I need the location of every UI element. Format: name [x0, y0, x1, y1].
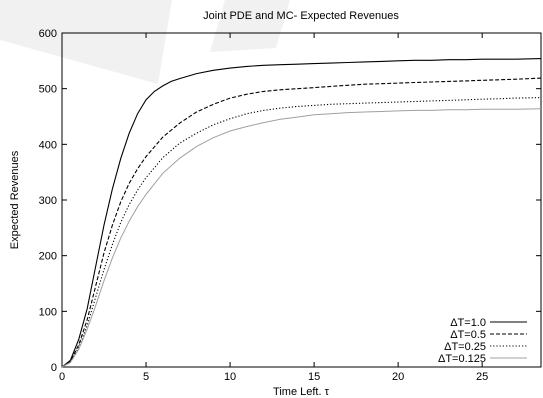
x-tick-label: 0: [59, 371, 65, 383]
x-axis-label: Time Left. τ: [273, 386, 330, 398]
x-tick-label: 5: [143, 371, 149, 383]
series-line-3: [61, 97, 542, 368]
series-lines: [61, 58, 542, 368]
y-tick-label: 100: [39, 306, 57, 318]
legend-label: ΔT=1.0: [450, 317, 486, 329]
y-tick-label: 0: [51, 362, 57, 374]
chart-title: Joint PDE and MC- Expected Revenues: [203, 10, 399, 22]
y-tick-label: 600: [39, 28, 57, 40]
series-line-4: [61, 108, 542, 368]
x-tick-label: 25: [476, 371, 488, 383]
y-axis-label: Expected Revenues: [9, 150, 21, 249]
series-line-2: [61, 77, 542, 368]
x-tick-label: 10: [224, 371, 236, 383]
x-tick-label: 15: [308, 371, 320, 383]
legend-label: ΔT=0.125: [438, 353, 486, 365]
y-tick-label: 400: [39, 139, 57, 151]
y-axis: 0 100 200 300 400 500 600: [39, 28, 541, 374]
x-axis: 0 5 10 15 20 25: [59, 33, 488, 383]
series-line-1: [61, 58, 542, 368]
y-tick-label: 500: [39, 84, 57, 96]
x-tick-label: 20: [392, 371, 404, 383]
legend-label: ΔT=0.5: [450, 329, 486, 341]
y-tick-label: 300: [39, 195, 57, 207]
y-tick-label: 200: [39, 251, 57, 263]
legend-label: ΔT=0.25: [444, 341, 486, 353]
